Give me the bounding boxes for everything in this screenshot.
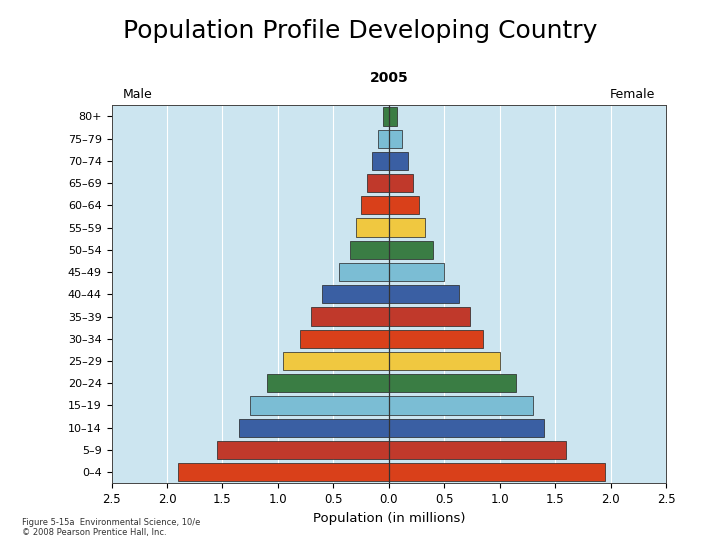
Bar	[389, 174, 413, 192]
Bar	[323, 285, 389, 303]
Bar	[389, 130, 402, 148]
Bar	[339, 263, 389, 281]
Bar	[389, 396, 533, 415]
Bar	[372, 152, 389, 170]
Text: Male: Male	[122, 88, 153, 101]
Bar	[389, 196, 419, 214]
Bar	[251, 396, 389, 415]
Bar	[389, 374, 516, 393]
Bar	[217, 441, 389, 459]
Bar	[389, 263, 444, 281]
Bar	[356, 219, 389, 237]
Bar	[389, 329, 483, 348]
Text: Population Profile Developing Country: Population Profile Developing Country	[123, 19, 597, 43]
Text: Figure 5-15a  Environmental Science, 10/e
© 2008 Pearson Prentice Hall, Inc.: Figure 5-15a Environmental Science, 10/e…	[22, 518, 200, 537]
Bar	[389, 285, 459, 303]
Bar	[389, 463, 605, 481]
Bar	[389, 418, 544, 437]
Bar	[361, 196, 389, 214]
X-axis label: Population (in millions): Population (in millions)	[312, 511, 465, 524]
Bar	[378, 130, 389, 148]
Bar	[389, 152, 408, 170]
Bar	[389, 441, 566, 459]
Bar	[284, 352, 389, 370]
Text: 2005: 2005	[369, 71, 408, 85]
Bar	[389, 241, 433, 259]
Bar	[267, 374, 389, 393]
Bar	[389, 307, 469, 326]
Bar	[311, 307, 389, 326]
Bar	[389, 219, 426, 237]
Bar	[300, 329, 389, 348]
Bar	[366, 174, 389, 192]
Bar	[178, 463, 389, 481]
Bar	[239, 418, 389, 437]
Bar	[389, 352, 500, 370]
Bar	[389, 107, 397, 125]
Bar	[383, 107, 389, 125]
Text: Female: Female	[610, 88, 655, 101]
Bar	[350, 241, 389, 259]
